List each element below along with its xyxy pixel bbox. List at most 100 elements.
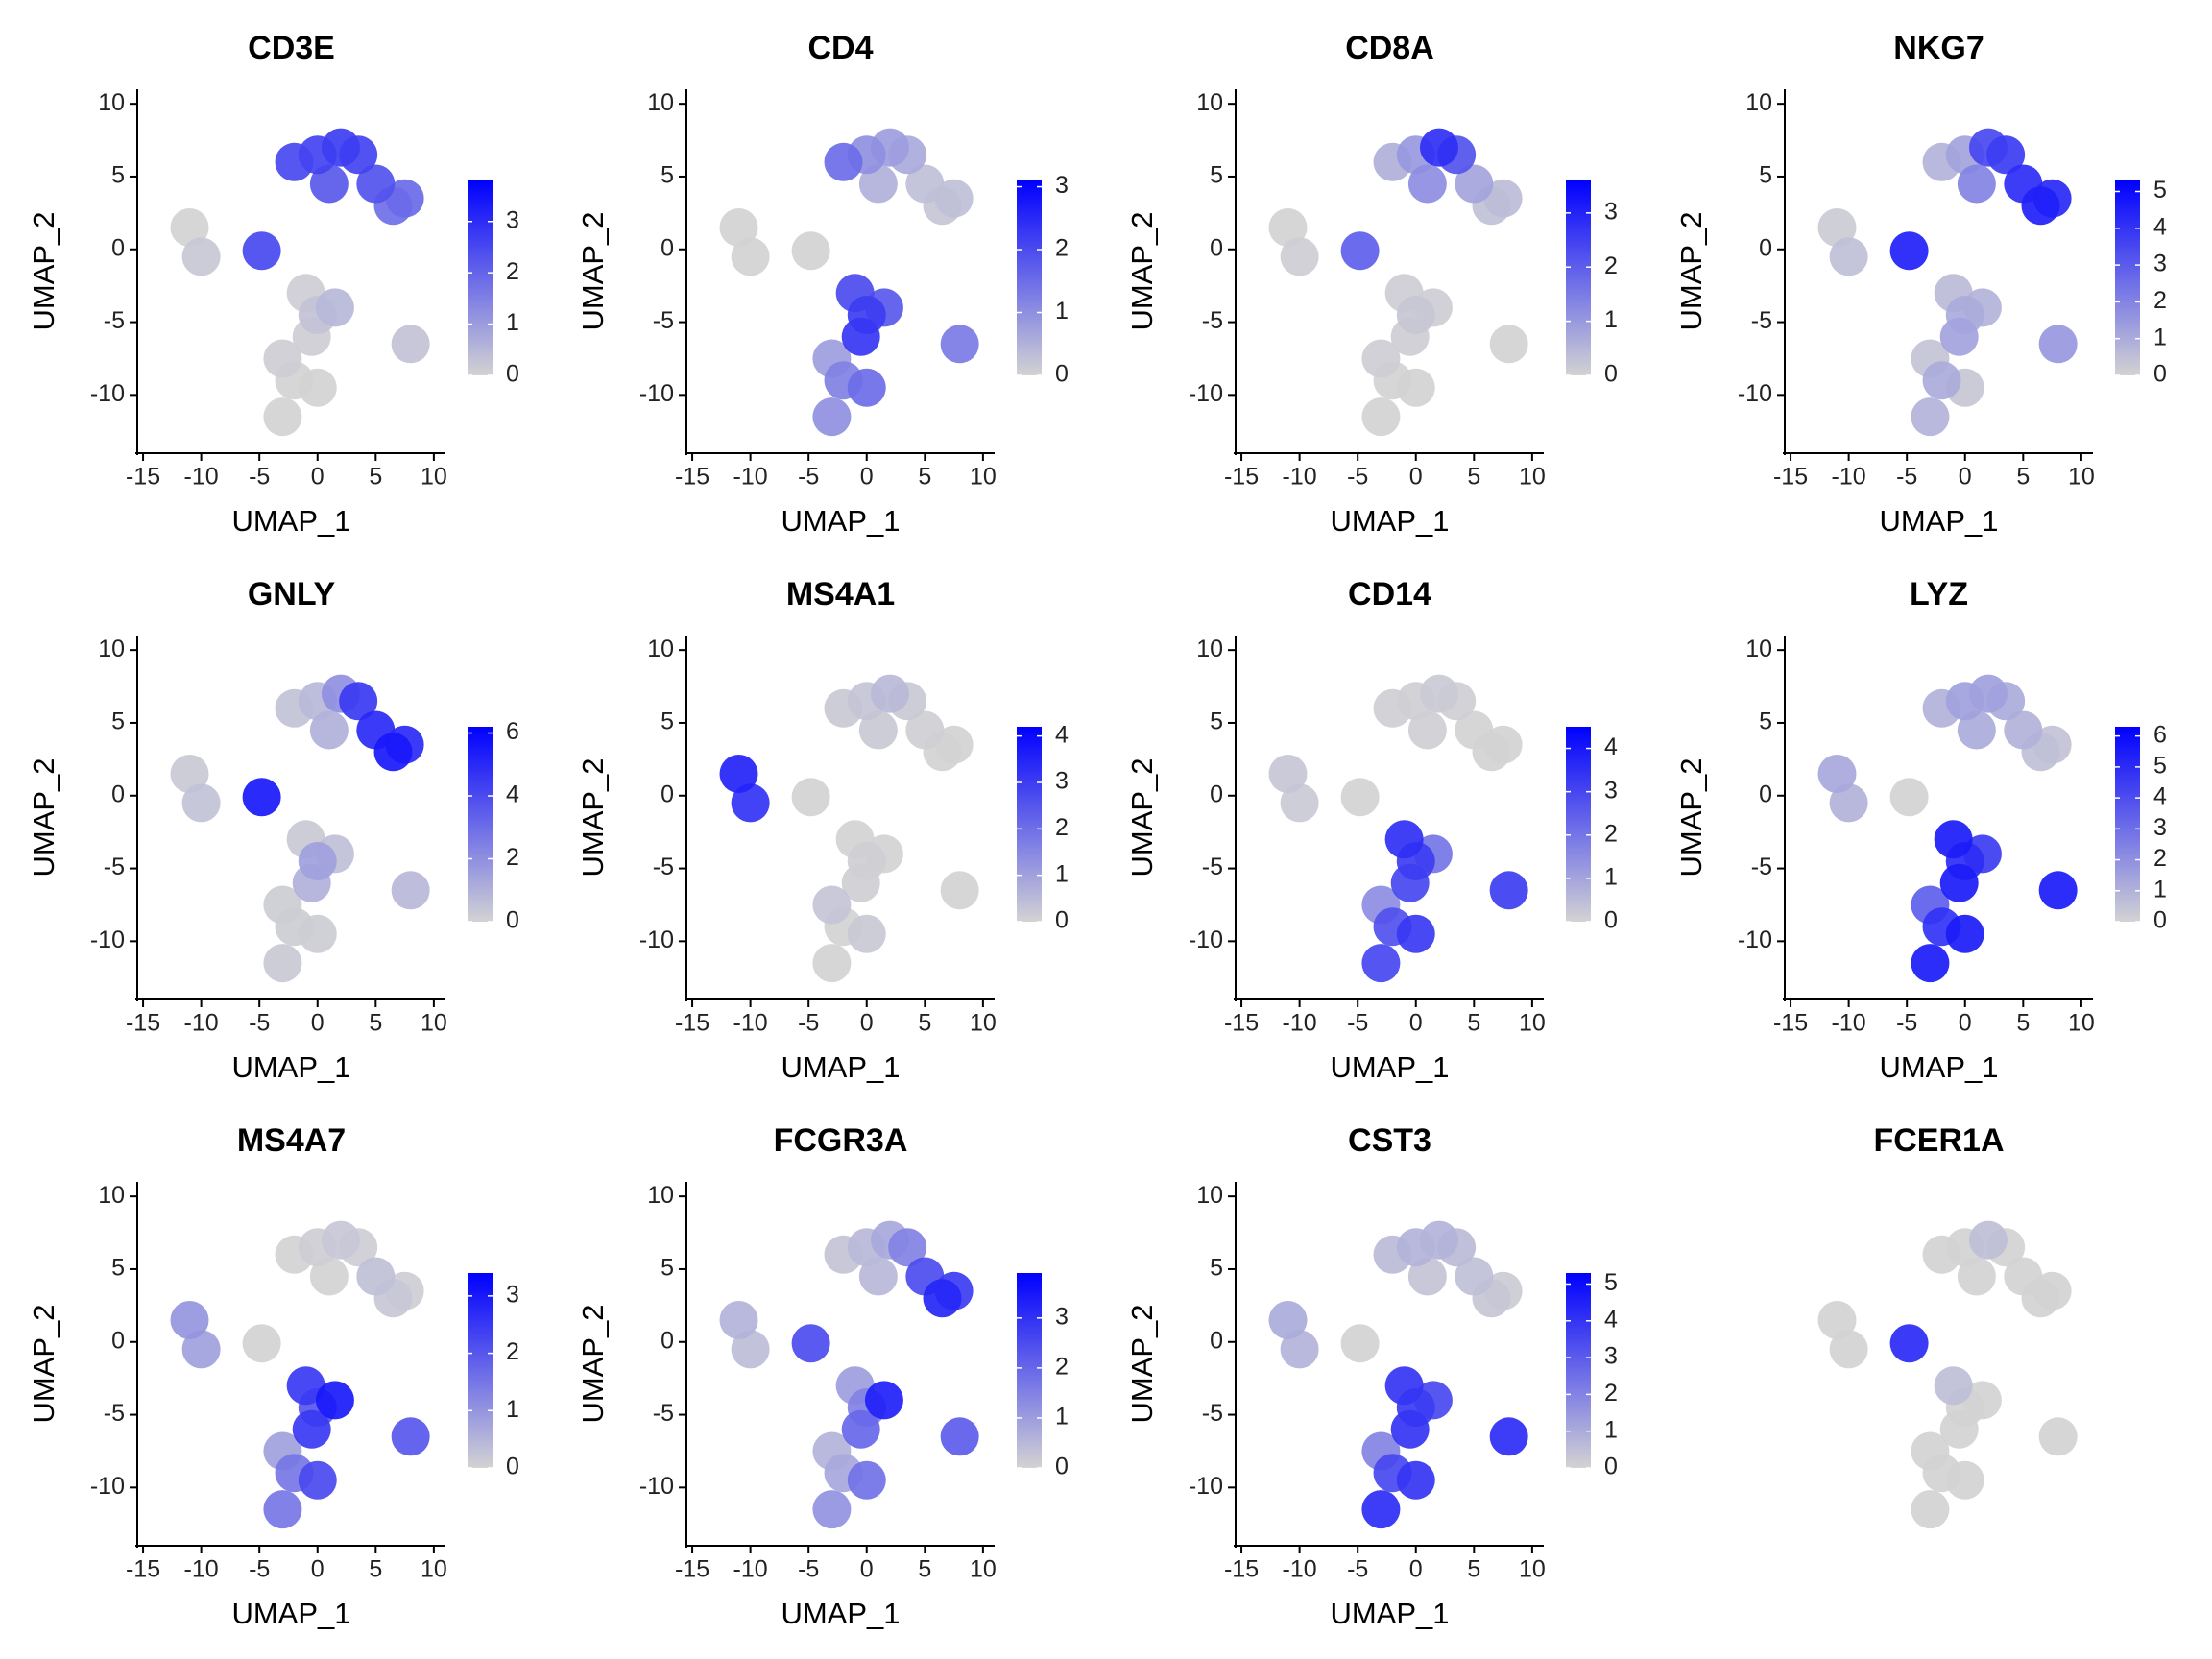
x-tick-label: -15 bbox=[1224, 1556, 1259, 1583]
x-axis-label: UMAP_1 bbox=[781, 1597, 900, 1630]
y-tick-label: -10 bbox=[1189, 380, 1223, 407]
y-tick-label: 10 bbox=[1196, 1182, 1223, 1209]
colorbar bbox=[468, 727, 493, 922]
colorbar-tick-label: 0 bbox=[506, 1454, 519, 1480]
cell-point bbox=[1934, 1366, 1973, 1406]
y-tick-label: 10 bbox=[1745, 636, 1772, 662]
colorbar bbox=[1017, 727, 1042, 922]
colorbar-tick-label: 5 bbox=[1604, 1269, 1618, 1296]
cell-point bbox=[1968, 674, 2008, 713]
colorbar-tick-label: 0 bbox=[1604, 361, 1618, 388]
y-tick-label: 10 bbox=[98, 636, 125, 662]
feature-panel: LYZ -15 -10 -5 0 5 10 -10 -5 0 5 10 UMAP_1 UMAP_2 0 1 2 3… bbox=[1674, 576, 2167, 1084]
cell-point bbox=[1361, 339, 1401, 378]
colorbar-tick-label: 1 bbox=[2153, 324, 2167, 350]
y-tick-label: 0 bbox=[1210, 1327, 1223, 1354]
y-tick-label: 5 bbox=[1210, 162, 1223, 189]
cell-point bbox=[812, 885, 852, 925]
y-tick-label: 0 bbox=[1759, 781, 1772, 807]
y-tick-label: -5 bbox=[653, 307, 674, 334]
cell-point bbox=[309, 1257, 349, 1296]
cell-point bbox=[1934, 820, 1973, 859]
x-tick-label: 10 bbox=[1519, 1556, 1546, 1583]
cell-point bbox=[731, 783, 770, 823]
x-axis-label: UMAP_1 bbox=[1879, 504, 1998, 538]
panel-title: CD3E bbox=[248, 30, 335, 66]
y-axis-label: UMAP_2 bbox=[1674, 757, 1708, 877]
cell-point bbox=[934, 179, 974, 218]
colorbar-tick-label: 3 bbox=[1055, 768, 1069, 795]
y-tick-label: 5 bbox=[1210, 709, 1223, 735]
x-tick-label: 10 bbox=[1519, 1010, 1546, 1037]
colorbar-tick-label: 1 bbox=[1604, 1416, 1618, 1443]
cell-point bbox=[1489, 871, 1528, 910]
x-tick-label: 10 bbox=[421, 1556, 447, 1583]
y-tick-label: 0 bbox=[661, 781, 674, 807]
y-axis-label: UMAP_2 bbox=[576, 211, 610, 330]
x-tick-label: 5 bbox=[918, 1010, 931, 1037]
panel-title: CD8A bbox=[1345, 30, 1434, 66]
y-tick-label: 5 bbox=[111, 162, 125, 189]
feature-panel: NKG7 -15 -10 -5 0 5 10 -10 -5 0 5 10 UMAP_1 UMAP_2 0 1 2… bbox=[1674, 30, 2167, 538]
y-tick-label: 0 bbox=[661, 234, 674, 261]
cell-point bbox=[812, 397, 852, 437]
colorbar bbox=[468, 1273, 493, 1468]
y-tick-label: 5 bbox=[661, 709, 674, 735]
x-tick-label: -5 bbox=[249, 1556, 270, 1583]
x-tick-label: -15 bbox=[675, 464, 709, 491]
y-tick-label: 5 bbox=[111, 1255, 125, 1282]
cell-point bbox=[1489, 325, 1528, 364]
panel-title: LYZ bbox=[1910, 576, 1968, 613]
colorbar-tick-label: 0 bbox=[1604, 1454, 1618, 1480]
x-tick-label: 5 bbox=[369, 464, 382, 491]
x-tick-label: -5 bbox=[1347, 1010, 1368, 1037]
feature-panel: CD8A -15 -10 -5 0 5 10 -10 -5 0 5 10 UMAP_1 UMAP_2 0 1 2… bbox=[1125, 30, 1618, 538]
colorbar bbox=[468, 180, 493, 375]
colorbar-tick-label: 2 bbox=[506, 258, 519, 285]
y-tick-label: -10 bbox=[90, 926, 125, 953]
colorbar-tick-label: 3 bbox=[1604, 1343, 1618, 1370]
y-axis-label: UMAP_2 bbox=[1674, 211, 1708, 330]
colorbar-tick-label: 4 bbox=[1604, 733, 1618, 760]
x-tick-label: 10 bbox=[421, 464, 447, 491]
panel-title: MS4A7 bbox=[237, 1122, 346, 1159]
y-tick-label: -10 bbox=[639, 926, 674, 953]
cell-point bbox=[2038, 871, 2078, 910]
feature-panel: FCER1A bbox=[1817, 1122, 2078, 1529]
feature-panel: CD14 -15 -10 -5 0 5 10 -10 -5 0 5 10 UMAP_1 UMAP_2 0 1 2… bbox=[1125, 576, 1618, 1084]
cell-point bbox=[1922, 361, 1961, 400]
cell-point bbox=[292, 1409, 331, 1449]
cell-point bbox=[858, 710, 898, 750]
cell-point bbox=[1889, 231, 1929, 271]
cell-point bbox=[858, 164, 898, 204]
cell-point bbox=[1384, 820, 1424, 859]
panel-title: NKG7 bbox=[1893, 30, 1984, 66]
x-tick-label: -5 bbox=[249, 1010, 270, 1037]
x-tick-label: 0 bbox=[860, 1010, 874, 1037]
x-tick-label: -15 bbox=[126, 464, 160, 491]
cell-point bbox=[263, 397, 302, 437]
y-tick-label: 0 bbox=[111, 1327, 125, 1354]
cell-point bbox=[719, 1301, 758, 1340]
colorbar-tick-label: 2 bbox=[506, 844, 519, 871]
colorbar-tick-label: 0 bbox=[506, 907, 519, 934]
x-axis-label: UMAP_1 bbox=[781, 1050, 900, 1084]
cell-point bbox=[391, 871, 430, 910]
cell-point bbox=[1396, 1460, 1435, 1500]
cell-point bbox=[791, 1324, 830, 1363]
y-tick-label: 5 bbox=[1759, 162, 1772, 189]
x-tick-label: -15 bbox=[675, 1556, 709, 1583]
cell-point bbox=[1945, 914, 1984, 953]
cell-point bbox=[1455, 1257, 1494, 1296]
cell-point bbox=[321, 128, 360, 167]
cell-point bbox=[812, 944, 852, 983]
cell-point bbox=[321, 1220, 360, 1260]
cell-point bbox=[812, 1490, 852, 1529]
x-axis-label: UMAP_1 bbox=[1330, 504, 1449, 538]
y-tick-label: -10 bbox=[90, 380, 125, 407]
colorbar-tick-label: 3 bbox=[2153, 814, 2167, 841]
x-axis-label: UMAP_1 bbox=[231, 1050, 350, 1084]
colorbar-tick-label: 1 bbox=[506, 1396, 519, 1423]
cell-point bbox=[841, 1409, 880, 1449]
cell-point bbox=[1340, 778, 1380, 817]
